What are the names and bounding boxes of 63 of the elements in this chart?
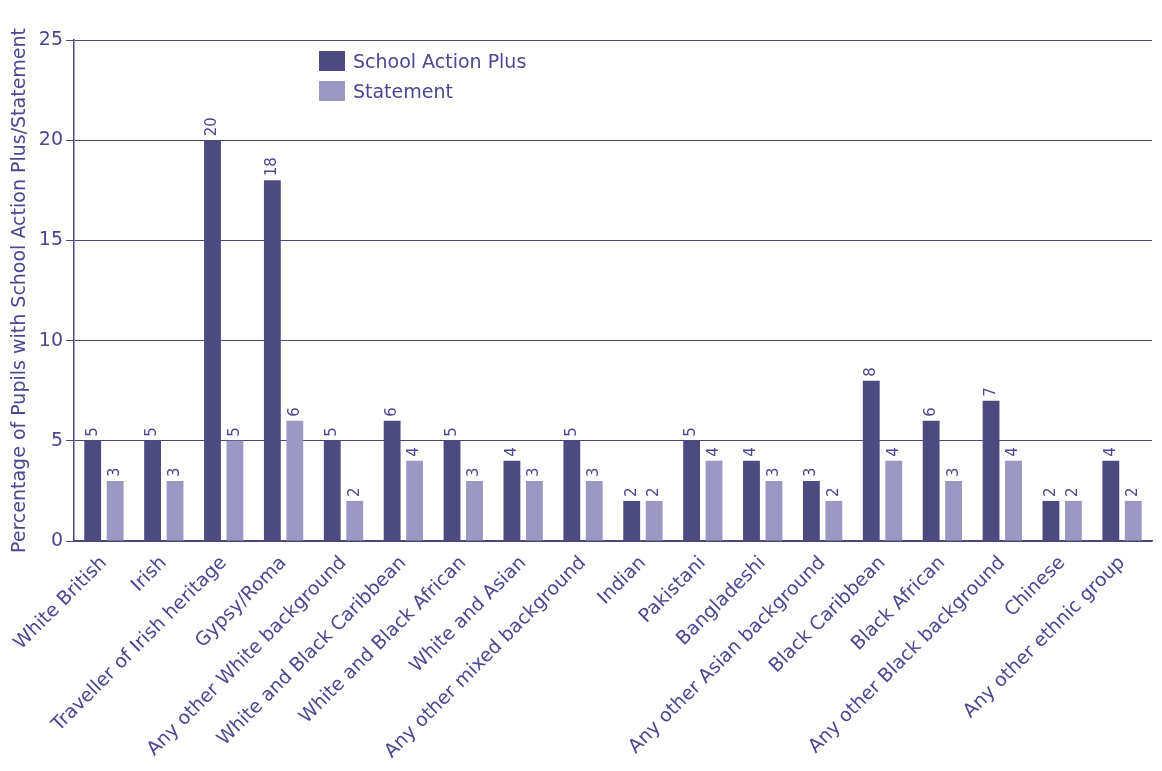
y-tick-label: 5 — [50, 427, 63, 450]
data-label: 4 — [1100, 447, 1119, 457]
data-label: 3 — [943, 467, 962, 477]
data-label: 5 — [142, 427, 161, 437]
data-label: 4 — [404, 447, 423, 457]
y-tick-label: 15 — [38, 227, 63, 250]
bar — [645, 500, 663, 541]
bar — [166, 480, 184, 541]
bar — [585, 480, 603, 541]
data-label: 3 — [763, 467, 782, 477]
data-label: 4 — [703, 447, 722, 457]
data-label: 2 — [344, 487, 363, 497]
data-label: 5 — [441, 427, 460, 437]
data-label: 3 — [105, 467, 124, 477]
legend-label: Statement — [352, 80, 453, 102]
data-label: 3 — [801, 467, 820, 477]
legend-label: School Action Plus — [352, 50, 527, 72]
data-label: 20 — [202, 117, 221, 137]
bar — [286, 420, 304, 541]
y-tick-label: 0 — [50, 527, 63, 550]
data-label: 6 — [921, 407, 940, 417]
bar — [106, 480, 124, 541]
bar — [885, 460, 903, 541]
data-label: 6 — [382, 407, 401, 417]
bar — [1005, 460, 1022, 541]
data-label: 5 — [322, 427, 341, 437]
bar — [945, 480, 963, 541]
bar — [346, 500, 364, 541]
data-label: 3 — [524, 467, 543, 477]
bar — [1124, 500, 1142, 541]
data-label: 2 — [1123, 487, 1142, 497]
data-label: 2 — [1063, 487, 1082, 497]
y-tick-label: 20 — [38, 127, 63, 150]
data-label: 2 — [1040, 487, 1059, 497]
data-label: 4 — [1003, 447, 1022, 457]
data-label: 5 — [224, 427, 243, 437]
data-label: 6 — [284, 407, 303, 417]
y-tick-label: 25 — [38, 26, 63, 49]
data-label: 3 — [164, 467, 183, 477]
data-label: 2 — [621, 487, 640, 497]
bar — [406, 460, 424, 541]
y-tick-label: 10 — [38, 327, 63, 350]
y-axis-title: Percentage of Pupils with School Action Plus/Statement — [7, 27, 30, 554]
data-label: 5 — [681, 427, 700, 437]
bar — [525, 480, 543, 541]
data-label: 2 — [823, 487, 842, 497]
bar — [226, 440, 244, 541]
bar — [1064, 500, 1082, 541]
data-label: 3 — [464, 467, 483, 477]
bar — [765, 480, 783, 541]
data-label: 8 — [861, 367, 880, 377]
bar — [825, 500, 843, 541]
data-label: 4 — [741, 447, 760, 457]
data-label: 2 — [644, 487, 663, 497]
data-label: 5 — [82, 427, 101, 437]
data-label: 4 — [883, 447, 902, 457]
bar — [705, 460, 723, 541]
data-label: 7 — [980, 387, 999, 397]
bar — [466, 480, 483, 541]
data-label: 18 — [262, 157, 281, 177]
data-label: 5 — [561, 427, 580, 437]
data-label: 4 — [501, 447, 520, 457]
data-label: 3 — [584, 467, 603, 477]
